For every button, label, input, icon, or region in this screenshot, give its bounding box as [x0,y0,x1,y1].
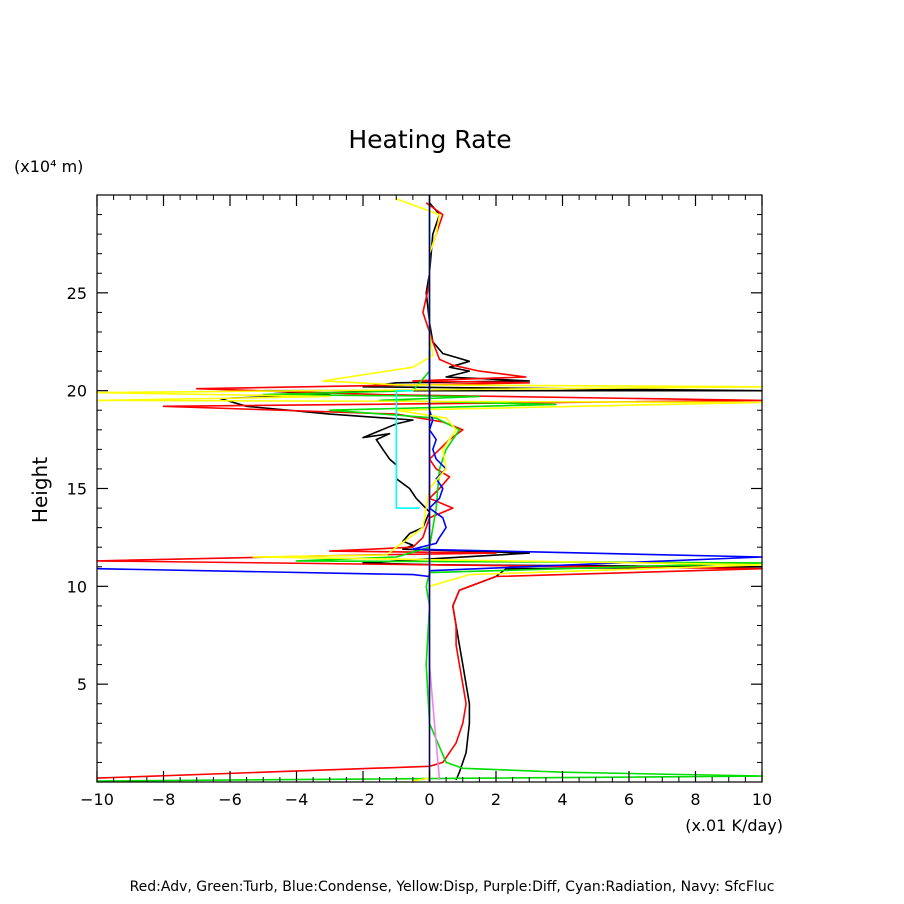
y-tick-label-1: 10 [67,577,87,596]
y-axis-unit: (x10⁴ m) [14,157,83,176]
legend-caption: Red:Adv, Green:Turb, Blue:Condense, Yell… [130,879,775,895]
series-line-1 [96,202,763,779]
series-line-6 [395,389,420,509]
x-tick-label-6: 2 [491,790,501,809]
x-tick-label-10: 10 [752,790,772,809]
plot-frame [96,194,763,783]
y-tick-label-4: 25 [67,284,87,303]
x-tick-label-8: 6 [624,790,634,809]
axis-layer: −10 −8 −6 −4 −2 0 2 4 6 8 10 5 10 15 20 25 [67,195,772,809]
x-tick-label-1: −8 [152,790,176,809]
x-tick-label-9: 8 [690,790,700,809]
y-tick-label-2: 15 [67,480,87,499]
x-tick-label-0: −10 [80,790,114,809]
x-tick-label-5: 0 [424,790,434,809]
series-line-0 [219,202,763,781]
x-axis-label: (x.01 K/day) [685,816,783,835]
y-tick-label-0: 5 [77,675,87,694]
y-axis-label: Height [28,457,52,523]
series-layer [96,195,763,782]
x-tick-label-3: −4 [285,790,309,809]
x-tick-label-4: −2 [351,790,375,809]
x-tick-label-7: 4 [557,790,567,809]
y-tick-label-3: 20 [67,382,87,401]
chart-title: Heating Rate [348,125,511,154]
x-tick-label-2: −6 [218,790,242,809]
series-line-3 [96,351,763,578]
